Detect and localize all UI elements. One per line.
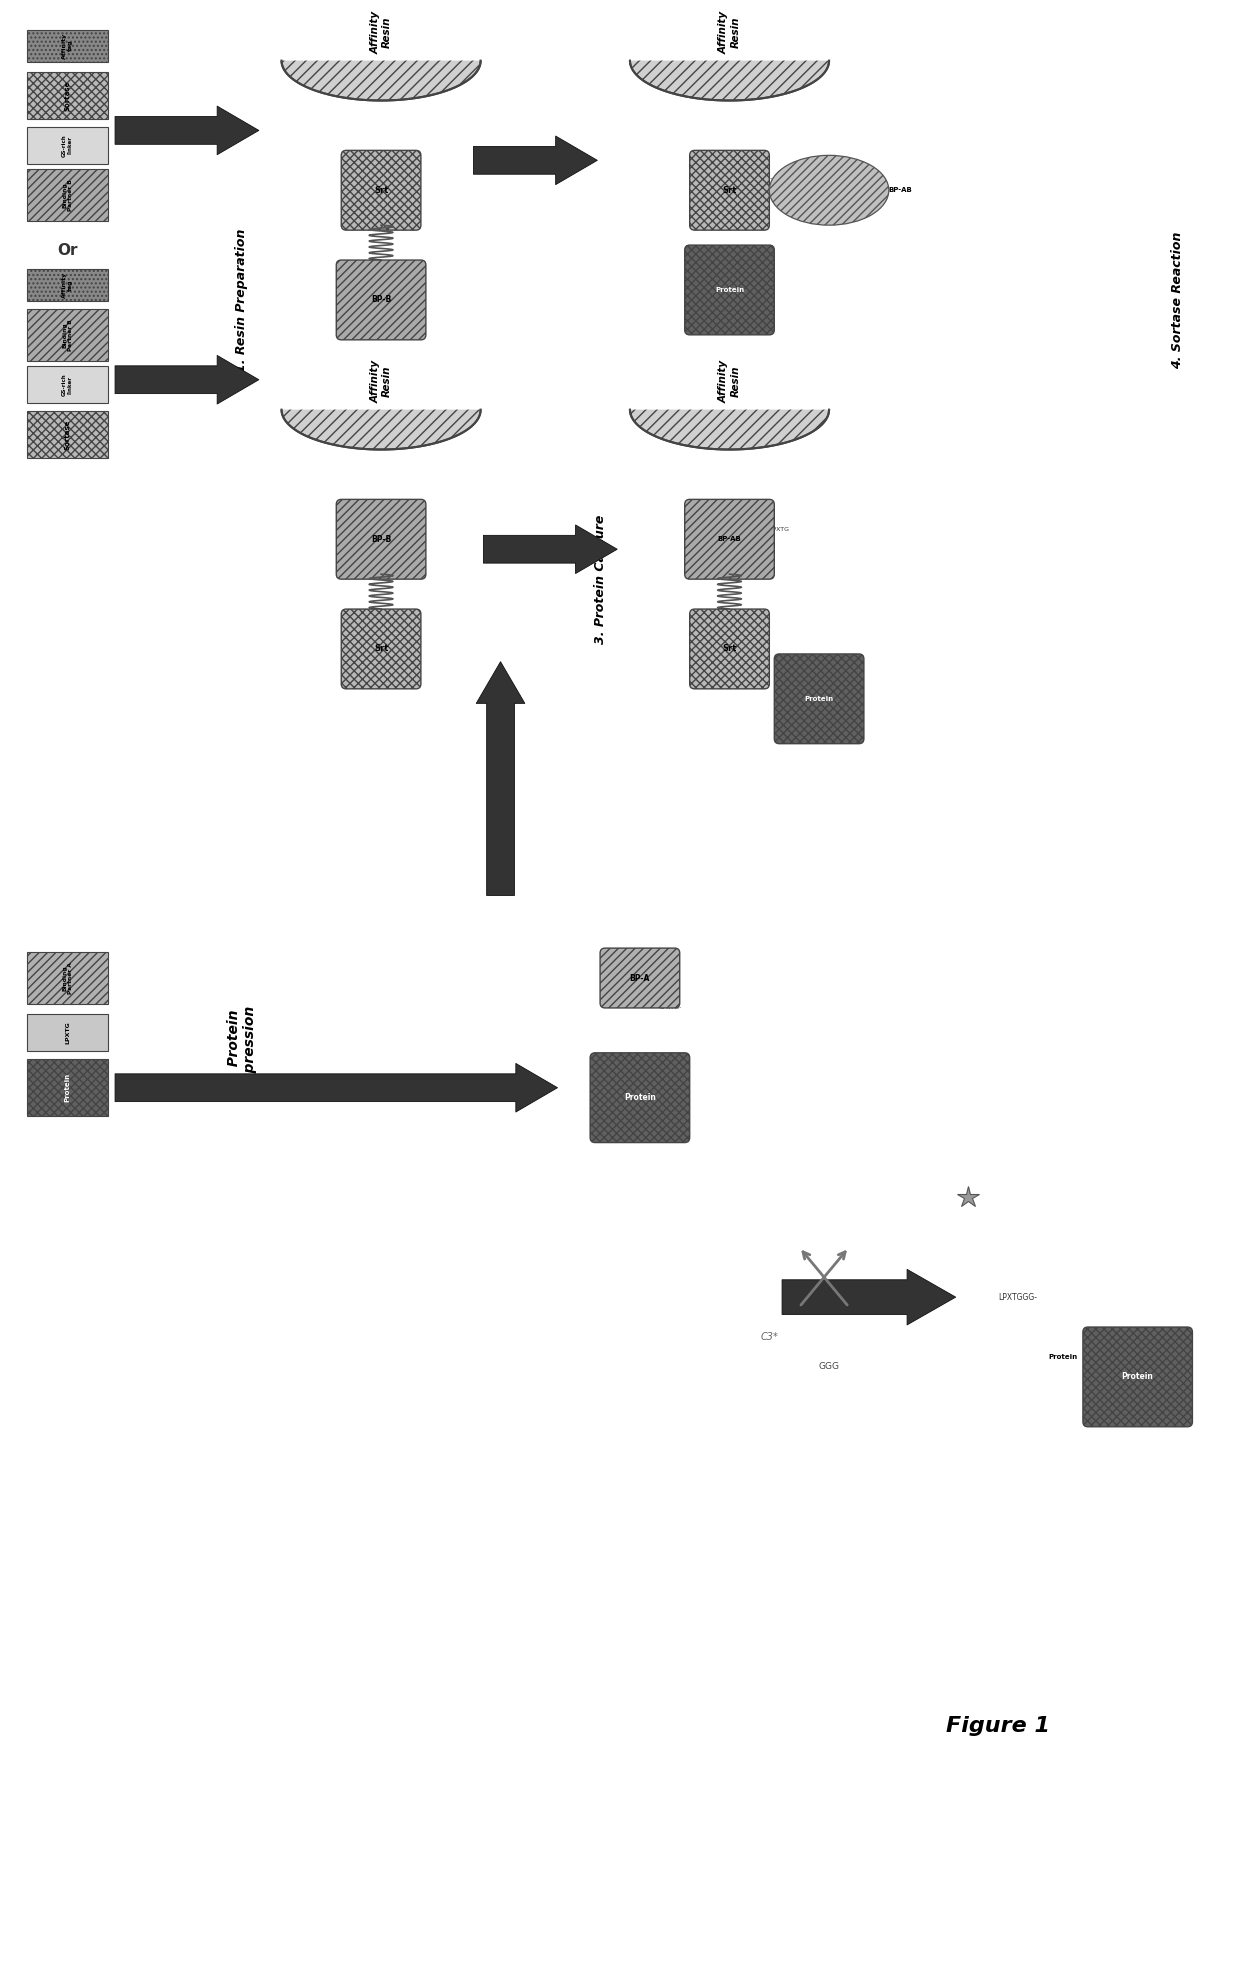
Text: Or: Or	[57, 243, 78, 257]
FancyBboxPatch shape	[1083, 1327, 1193, 1426]
Text: Srt: Srt	[723, 186, 737, 194]
Text: BP-AB: BP-AB	[718, 536, 742, 542]
Text: Protein: Protein	[715, 287, 744, 293]
Text: Binding
Partner B: Binding Partner B	[62, 318, 73, 350]
Text: Protein: Protein	[1122, 1373, 1153, 1381]
FancyBboxPatch shape	[27, 269, 108, 301]
Polygon shape	[281, 409, 481, 449]
FancyBboxPatch shape	[27, 1060, 108, 1116]
FancyBboxPatch shape	[27, 170, 108, 222]
Text: C3*: C3*	[760, 1331, 779, 1341]
Text: BP-B: BP-B	[371, 534, 391, 544]
FancyBboxPatch shape	[341, 609, 420, 688]
Text: Protein: Protein	[1049, 1355, 1078, 1361]
Text: 2. Protein
Expression: 2. Protein Expression	[227, 1005, 257, 1090]
Text: 1. Resin Preparation: 1. Resin Preparation	[236, 227, 248, 372]
Text: Sortase: Sortase	[64, 81, 71, 111]
Text: Binding
Partner B: Binding Partner B	[62, 180, 73, 212]
FancyBboxPatch shape	[27, 309, 108, 360]
Text: Protein: Protein	[805, 696, 833, 702]
FancyBboxPatch shape	[27, 951, 108, 1005]
Text: Affinity
Resin: Affinity Resin	[371, 10, 392, 53]
Polygon shape	[281, 61, 481, 101]
FancyBboxPatch shape	[27, 1015, 108, 1052]
Ellipse shape	[769, 156, 889, 225]
Text: Protein: Protein	[624, 1094, 656, 1102]
FancyBboxPatch shape	[689, 150, 769, 229]
Text: Srt: Srt	[723, 645, 737, 653]
Text: LPXTG: LPXTG	[769, 526, 790, 532]
FancyBboxPatch shape	[689, 609, 769, 688]
Text: Protein: Protein	[64, 1074, 71, 1102]
Text: LPXTG: LPXTG	[64, 1021, 69, 1044]
Text: Affinity
Resin: Affinity Resin	[719, 10, 740, 53]
FancyBboxPatch shape	[27, 127, 108, 164]
FancyBboxPatch shape	[27, 411, 108, 459]
FancyBboxPatch shape	[684, 498, 774, 580]
Text: Affinity
Resin: Affinity Resin	[371, 360, 392, 404]
FancyBboxPatch shape	[336, 259, 425, 340]
Text: Srt: Srt	[374, 186, 388, 194]
FancyBboxPatch shape	[341, 150, 420, 229]
Text: GS-rich
linker: GS-rich linker	[62, 135, 73, 156]
Text: BP-A: BP-A	[630, 973, 650, 983]
Text: Sortase: Sortase	[64, 419, 71, 449]
Text: Binding
Partner A: Binding Partner A	[62, 961, 73, 993]
FancyBboxPatch shape	[774, 655, 864, 744]
FancyBboxPatch shape	[600, 947, 680, 1009]
FancyBboxPatch shape	[27, 366, 108, 404]
FancyBboxPatch shape	[590, 1052, 689, 1143]
Text: GGG: GGG	[818, 1363, 839, 1371]
Polygon shape	[630, 61, 830, 101]
Text: LPXTG: LPXTG	[759, 178, 780, 182]
Text: LPXTG-: LPXTG-	[660, 1005, 682, 1011]
Text: BP-B: BP-B	[371, 295, 391, 305]
Text: Affinity
tag: Affinity tag	[62, 271, 73, 299]
Text: Figure 1: Figure 1	[946, 1717, 1050, 1737]
FancyBboxPatch shape	[684, 245, 774, 334]
Text: BP-AB: BP-AB	[889, 188, 913, 194]
Text: 3. Protein Capture: 3. Protein Capture	[594, 514, 606, 645]
Text: Srt: Srt	[374, 645, 388, 653]
Text: GS-rich
linker: GS-rich linker	[62, 374, 73, 396]
Text: Affinity
tag: Affinity tag	[62, 32, 73, 59]
Text: LPXTGGG-: LPXTGGG-	[998, 1294, 1038, 1302]
FancyBboxPatch shape	[336, 498, 425, 580]
FancyBboxPatch shape	[27, 71, 108, 119]
FancyBboxPatch shape	[27, 30, 108, 61]
Polygon shape	[630, 409, 830, 449]
Text: Affinity
Resin: Affinity Resin	[719, 360, 740, 404]
Text: 4. Sortase Reaction: 4. Sortase Reaction	[1171, 231, 1184, 368]
